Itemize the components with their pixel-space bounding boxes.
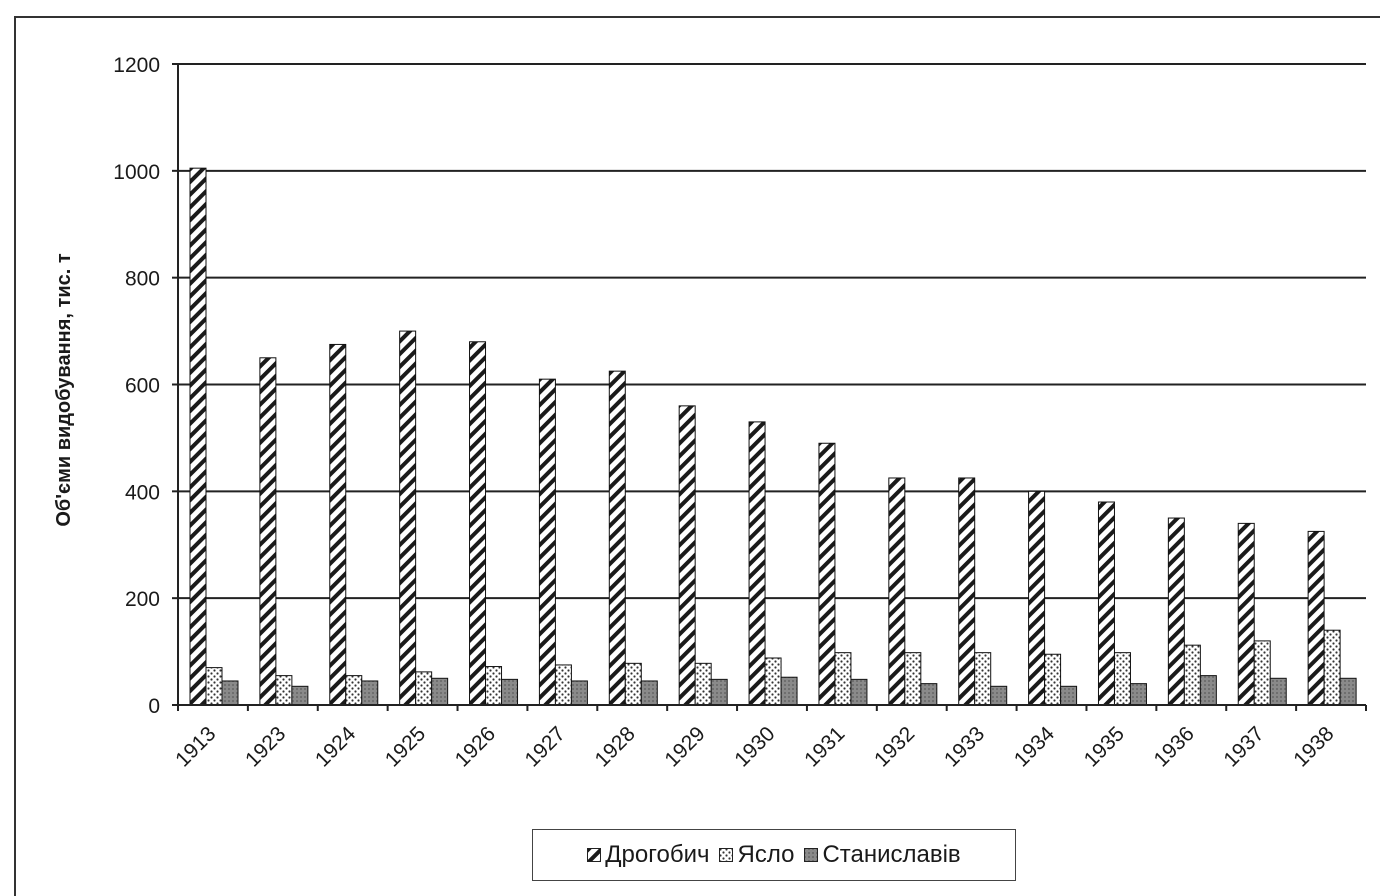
bar-drohobych bbox=[329, 343, 347, 706]
x-tick-label: 1931 bbox=[800, 722, 849, 771]
legend-swatch-dotted-icon bbox=[719, 848, 734, 862]
bar-yaslo bbox=[624, 662, 642, 706]
bar-drohobych bbox=[469, 341, 487, 706]
bar-stanislaviv bbox=[1339, 677, 1357, 706]
y-tick-label: 0 bbox=[148, 695, 160, 718]
bar-stanislaviv bbox=[640, 680, 658, 706]
x-tick-label: 1930 bbox=[730, 722, 779, 771]
x-tick-label: 1937 bbox=[1219, 722, 1268, 771]
bar-yaslo bbox=[694, 662, 712, 706]
x-tick-label: 1933 bbox=[940, 722, 989, 771]
bar-drohobych bbox=[1028, 490, 1046, 706]
bar-yaslo bbox=[834, 652, 852, 706]
x-tick-label: 1925 bbox=[381, 722, 430, 771]
x-tick-label: 1926 bbox=[451, 722, 500, 771]
bar-yaslo bbox=[764, 657, 782, 706]
bar-stanislaviv bbox=[990, 685, 1008, 706]
bar-drohobych bbox=[608, 370, 626, 706]
bar-stanislaviv bbox=[920, 683, 938, 706]
x-tick-label: 1934 bbox=[1010, 722, 1060, 772]
bar-drohobych bbox=[259, 357, 277, 706]
bar-yaslo bbox=[1253, 640, 1271, 706]
x-tick-label: 1935 bbox=[1080, 722, 1129, 771]
bar-yaslo bbox=[345, 675, 363, 706]
bar-drohobych bbox=[399, 330, 417, 706]
bar-stanislaviv bbox=[431, 677, 449, 706]
bar-drohobych bbox=[1237, 522, 1255, 706]
x-tick-label: 1927 bbox=[521, 722, 570, 771]
legend: Дрогобич Ясло Станиславів bbox=[532, 829, 1016, 881]
y-tick-label: 600 bbox=[125, 375, 160, 398]
bar-yaslo bbox=[1183, 644, 1201, 706]
legend-item-drohobych: Дрогобич bbox=[587, 841, 709, 869]
y-tick-label: 1200 bbox=[113, 54, 160, 77]
bar-drohobych bbox=[958, 477, 976, 706]
bar-stanislaviv bbox=[570, 680, 588, 706]
bar-yaslo bbox=[275, 675, 293, 706]
bar-stanislaviv bbox=[850, 678, 868, 706]
bar-yaslo bbox=[1323, 629, 1341, 706]
y-tick-label: 400 bbox=[125, 481, 160, 504]
bar-yaslo bbox=[1044, 653, 1062, 706]
bar-drohobych bbox=[818, 442, 836, 706]
y-axis-title: Об'єми видобування, тис. т bbox=[53, 253, 75, 526]
bar-drohobych bbox=[1167, 517, 1185, 706]
x-tick-label: 1929 bbox=[660, 722, 709, 771]
bar-stanislaviv bbox=[710, 678, 728, 706]
bar-stanislaviv bbox=[221, 680, 239, 706]
legend-label: Станиславів bbox=[822, 841, 961, 868]
y-tick-label: 200 bbox=[125, 588, 160, 611]
axes bbox=[172, 63, 1367, 711]
bar-drohobych bbox=[189, 167, 207, 706]
bar-stanislaviv bbox=[1199, 675, 1217, 706]
tick-labels: 0 200 400 600 800 1000 1200 1913 1923 1924 1925 192… bbox=[113, 54, 1338, 772]
x-tick-label: 1936 bbox=[1150, 722, 1199, 771]
grid-lines bbox=[178, 63, 1366, 600]
bar-stanislaviv bbox=[1269, 677, 1287, 706]
bar-drohobych bbox=[888, 477, 906, 706]
bar-drohobych bbox=[1097, 501, 1115, 706]
bar-drohobych bbox=[748, 421, 766, 706]
chart-frame bbox=[14, 16, 1380, 896]
x-tick-label: 1938 bbox=[1289, 722, 1338, 771]
legend-label: Дрогобич bbox=[605, 841, 710, 868]
x-tick-label: 1932 bbox=[870, 722, 919, 771]
bar-drohobych bbox=[1307, 530, 1325, 706]
legend-item-yaslo: Ясло bbox=[719, 841, 794, 869]
legend-label: Ясло bbox=[737, 841, 795, 868]
bars bbox=[189, 167, 1357, 706]
y-tick-label: 800 bbox=[125, 268, 160, 291]
x-tick-label: 1924 bbox=[311, 722, 361, 772]
bar-yaslo bbox=[415, 671, 433, 706]
bar-stanislaviv bbox=[1060, 685, 1078, 706]
bar-yaslo bbox=[904, 652, 922, 706]
bar-stanislaviv bbox=[361, 680, 379, 706]
legend-swatch-hatch-icon bbox=[587, 848, 602, 862]
bar-yaslo bbox=[554, 664, 572, 706]
bar-stanislaviv bbox=[1129, 683, 1147, 706]
bar-yaslo bbox=[485, 666, 503, 706]
y-tick-label: 1000 bbox=[113, 161, 160, 184]
bar-stanislaviv bbox=[501, 678, 519, 706]
bar-yaslo bbox=[974, 652, 992, 706]
bar-drohobych bbox=[538, 378, 556, 706]
x-tick-label: 1913 bbox=[171, 722, 220, 771]
x-tick-label: 1923 bbox=[241, 722, 290, 771]
bar-yaslo bbox=[1113, 652, 1131, 706]
legend-swatch-gray-icon bbox=[804, 848, 819, 862]
bar-stanislaviv bbox=[291, 685, 309, 706]
bar-stanislaviv bbox=[780, 676, 798, 706]
x-tick-label: 1928 bbox=[590, 722, 639, 771]
bar-drohobych bbox=[678, 405, 696, 706]
legend-item-stanislaviv: Станиславів bbox=[804, 841, 961, 869]
bar-yaslo bbox=[205, 667, 223, 706]
